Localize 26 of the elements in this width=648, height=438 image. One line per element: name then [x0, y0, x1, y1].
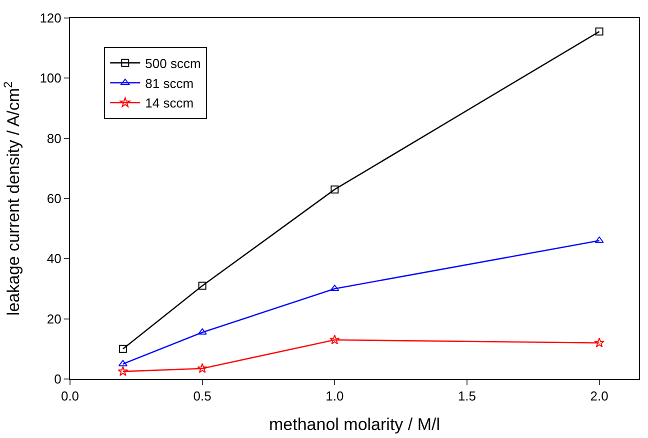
point [330, 185, 339, 194]
x-tick-label: 0.0 [60, 388, 80, 404]
x-tick-label: 1.0 [326, 388, 344, 404]
x-axis-title: methanol molarity / M/l [269, 415, 440, 434]
point [198, 328, 207, 335]
legend-label: 81 sccm [145, 76, 194, 91]
y-tick-label: 20 [46, 311, 62, 326]
point [329, 334, 340, 344]
y-tick-label: 80 [46, 130, 62, 146]
y-tick-label: 40 [46, 251, 62, 266]
y-tick-label: 60 [46, 191, 62, 206]
point [118, 344, 127, 353]
y-tick-label: 0 [54, 372, 62, 387]
point [198, 282, 206, 290]
point [197, 363, 208, 373]
y-tick-label: 100 [40, 70, 62, 86]
point [594, 338, 604, 348]
x-tick-label: 2.0 [590, 388, 608, 404]
legend-label: 500 sccm [145, 56, 201, 71]
legend-label: 14 sccm [145, 96, 194, 111]
point [118, 366, 128, 376]
point [118, 360, 128, 366]
y-tick-label: 120 [40, 10, 62, 26]
x-tick-label: 1.5 [458, 388, 476, 404]
x-tick-label: 0.5 [193, 388, 212, 404]
point [595, 28, 604, 36]
